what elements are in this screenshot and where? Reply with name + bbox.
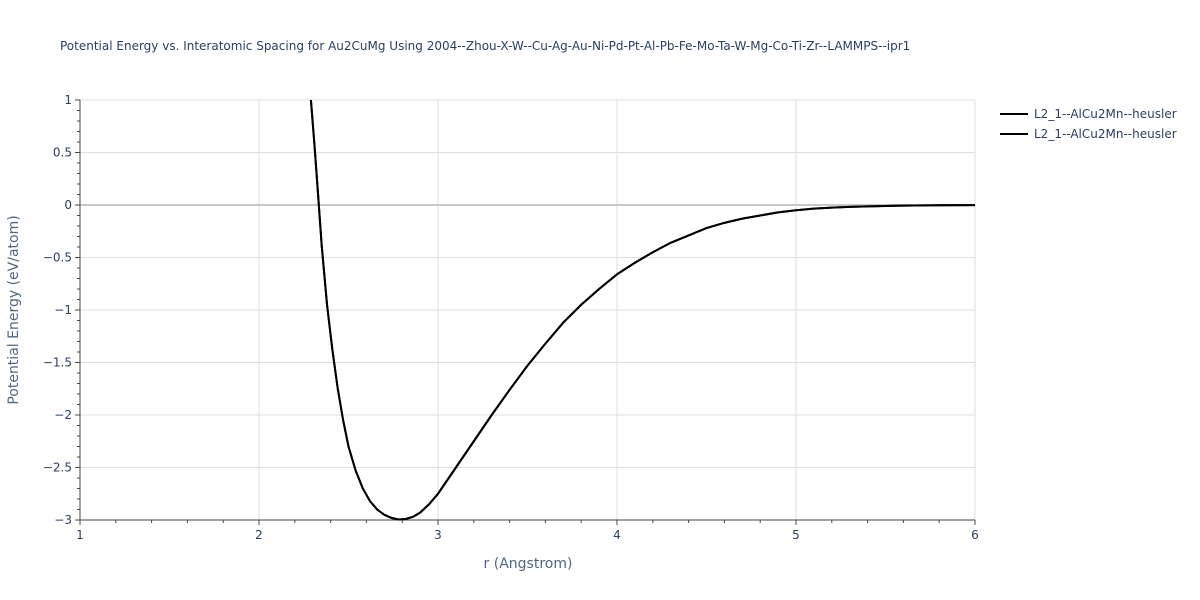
grid-lines xyxy=(80,99,976,520)
y-tick-label: −2.5 xyxy=(43,461,72,475)
y-tick-label: 0 xyxy=(64,198,72,212)
axes: 1 2 3 4 5 6 1 0.5 0 −0.5 −1 −1.5 −2 −2.5 −3 xyxy=(43,93,979,542)
legend-label[interactable]: L2_1--AlCu2Mn--heusler xyxy=(1034,107,1177,121)
y-tick-label: −1.5 xyxy=(43,356,72,370)
y-tick-label: 0.5 xyxy=(53,146,72,160)
x-axis-title: r (Angstrom) xyxy=(484,556,573,572)
y-tick-label: 1 xyxy=(64,93,72,107)
legend-label[interactable]: L2_1--AlCu2Mn--heusler xyxy=(1034,127,1177,141)
y-tick-label: −2 xyxy=(54,408,72,422)
x-tick-label: 2 xyxy=(255,528,263,542)
legend: L2_1--AlCu2Mn--heusler L2_1--AlCu2Mn--heu… xyxy=(1000,107,1177,141)
x-tick-label: 4 xyxy=(613,528,621,542)
x-tick-label: 3 xyxy=(434,528,442,542)
chart-title: Potential Energy vs. Interatomic Spacing… xyxy=(60,39,910,53)
y-axis-title: Potential Energy (eV/atom) xyxy=(6,215,22,404)
y-tick-label: −3 xyxy=(54,513,72,527)
x-tick-label: 6 xyxy=(971,528,979,542)
plot-area xyxy=(309,99,975,521)
x-tick-label: 1 xyxy=(76,528,84,542)
x-tick-label: 5 xyxy=(792,528,800,542)
y-tick-label: −1 xyxy=(54,303,72,317)
y-tick-label: −0.5 xyxy=(43,251,72,265)
series-line xyxy=(309,99,975,521)
